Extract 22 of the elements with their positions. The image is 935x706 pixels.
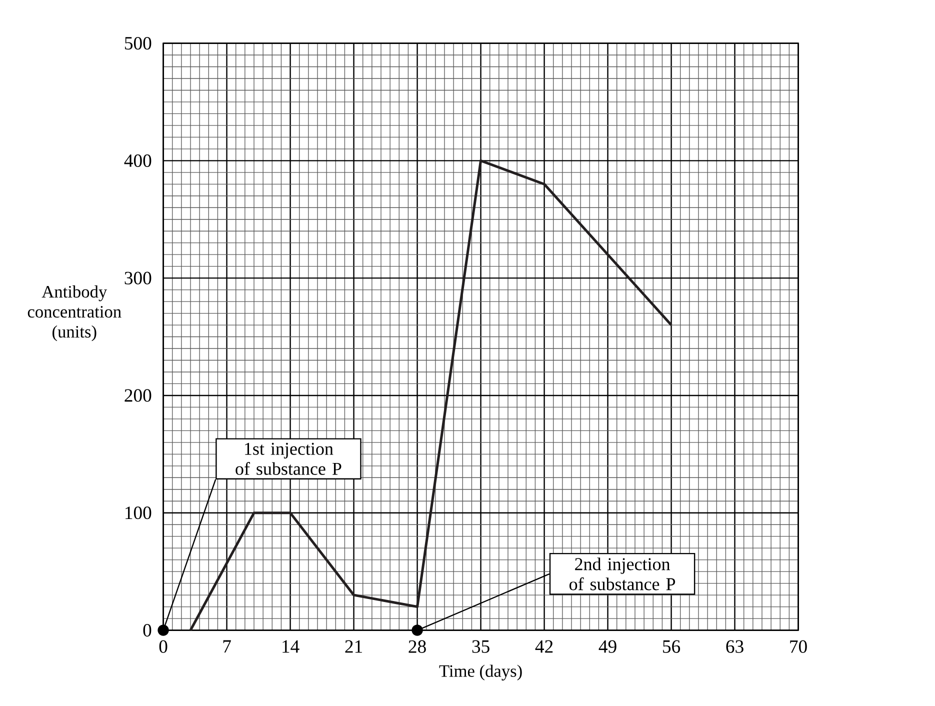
x-tick-label: 7 bbox=[223, 640, 231, 653]
y-tick-label: 0 bbox=[143, 624, 152, 637]
x-tick-label: 56 bbox=[663, 640, 680, 653]
x-tick-label: 0 bbox=[159, 640, 168, 653]
x-tick-label: 28 bbox=[408, 640, 426, 653]
annotation: 1st injection of substance P bbox=[236, 442, 342, 475]
x-tick-label: 63 bbox=[726, 640, 744, 653]
x-tick-label: 70 bbox=[790, 640, 807, 653]
x-axis-title: Time (days) bbox=[439, 664, 522, 680]
annotation: 2nd injection of substance P bbox=[569, 558, 676, 590]
x-tick-label: 35 bbox=[472, 640, 490, 653]
x-tick-label: 14 bbox=[282, 640, 300, 653]
x-tick-label: 49 bbox=[598, 640, 616, 653]
y-tick-label: 500 bbox=[125, 36, 152, 50]
y-tick-label: 200 bbox=[124, 389, 152, 402]
line-series bbox=[189, 159, 673, 632]
y-tick-label: 300 bbox=[124, 272, 152, 284]
y-tick-label: 400 bbox=[124, 154, 152, 167]
x-tick-label: 21 bbox=[345, 640, 362, 653]
y-tick-label: 100 bbox=[126, 506, 152, 520]
y-axis-title: Antibody concentration (units) bbox=[28, 285, 122, 342]
x-tick-label: 42 bbox=[535, 640, 553, 653]
